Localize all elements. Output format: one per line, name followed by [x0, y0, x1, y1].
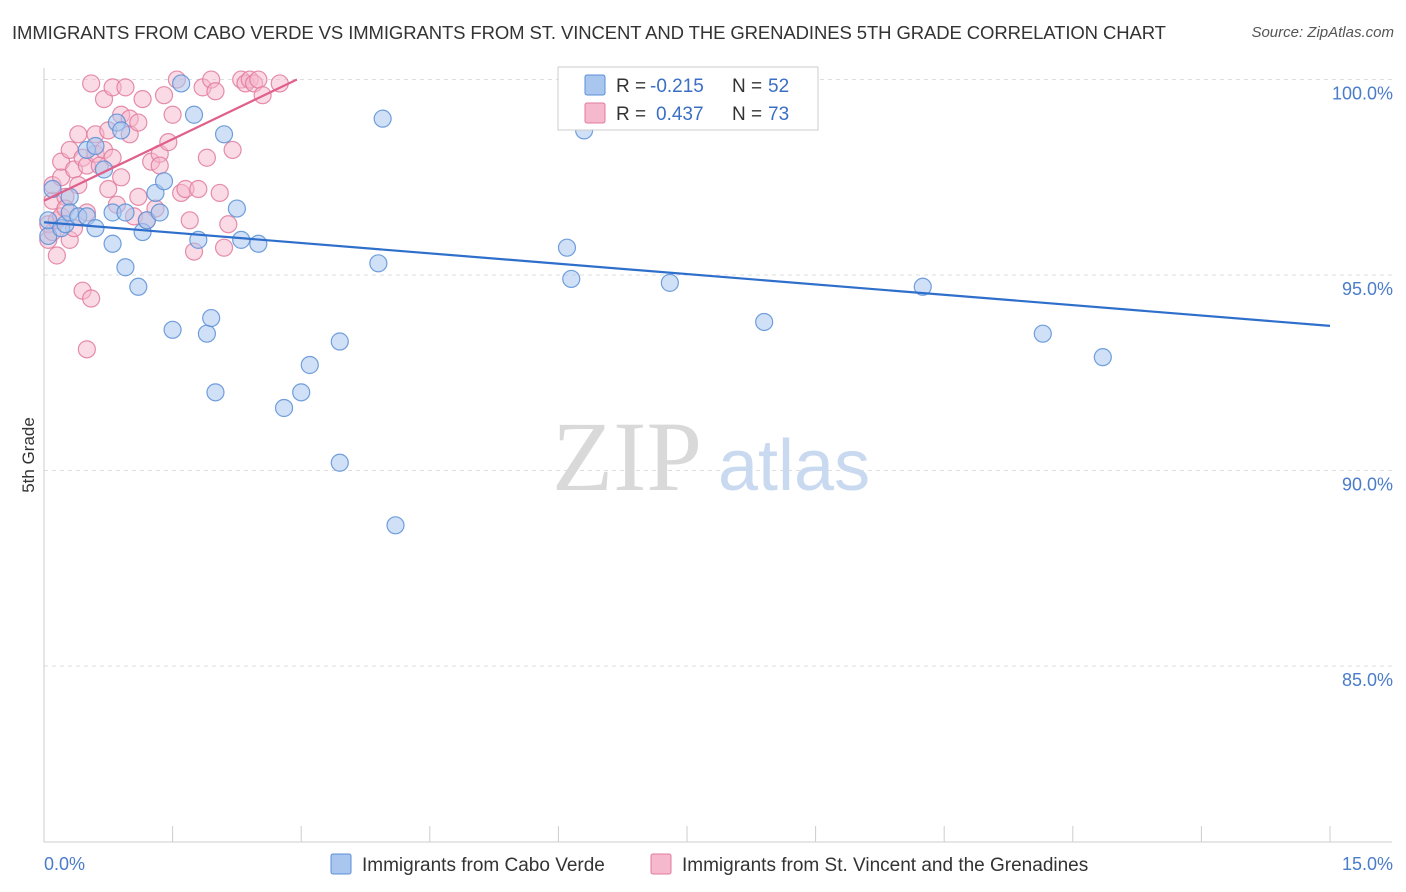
- point-cabo-verde-44: [557, 238, 577, 257]
- legend-n-label-1: N =: [732, 76, 762, 97]
- point-st-vincent-5: [47, 246, 66, 265]
- y-tick-label-0: 85.0%: [1342, 670, 1393, 690]
- x-tick-label-max: 15.0%: [1342, 854, 1393, 874]
- y-axis-label: 5th Grade: [19, 417, 38, 493]
- watermark: ZIP atlas: [552, 401, 870, 512]
- point-cabo-verde-34: [232, 230, 251, 249]
- point-cabo-verde-23: [150, 203, 169, 222]
- point-cabo-verde-51: [1093, 348, 1112, 367]
- series-legend-swatch-st-vincent: [650, 853, 672, 875]
- point-st-vincent-35: [112, 168, 131, 187]
- point-st-vincent-55: [180, 211, 199, 230]
- point-st-vincent-64: [219, 215, 238, 234]
- point-cabo-verde-30: [202, 308, 221, 328]
- point-st-vincent-41: [129, 187, 148, 206]
- trend-line-cabo-verde: [43, 221, 1331, 327]
- point-st-vincent-24: [82, 289, 101, 308]
- point-cabo-verde-35: [249, 234, 268, 253]
- point-cabo-verde-11: [86, 219, 105, 238]
- watermark-zip: ZIP: [552, 401, 702, 512]
- point-st-vincent-49: [154, 86, 174, 105]
- point-cabo-verde-16: [112, 121, 131, 140]
- legend-box: R = -0.215 N = 52 R = 0.437 N = 73: [557, 66, 819, 131]
- point-cabo-verde-40: [330, 453, 349, 472]
- point-st-vincent-65: [223, 140, 242, 160]
- point-cabo-verde-13: [103, 234, 122, 253]
- point-cabo-verde-41: [369, 254, 388, 273]
- point-st-vincent-43: [133, 89, 152, 109]
- x-tick-labels: 0.0% 15.0%: [44, 854, 1393, 874]
- y-tick-label-2: 95.0%: [1342, 279, 1393, 299]
- point-st-vincent-23: [82, 74, 101, 93]
- point-cabo-verde-25: [163, 320, 182, 339]
- point-st-vincent-57: [189, 179, 208, 199]
- point-st-vincent-62: [210, 183, 229, 203]
- series-legend-swatch-cabo-verde: [330, 853, 352, 875]
- point-cabo-verde-47: [660, 273, 679, 292]
- point-cabo-verde-26: [172, 74, 191, 93]
- axes: [43, 68, 1392, 843]
- point-cabo-verde-29: [197, 324, 216, 343]
- legend-swatch-cabo-verde: [584, 74, 606, 96]
- point-cabo-verde-42: [373, 109, 392, 128]
- legend-swatch-st-vincent: [584, 102, 606, 124]
- point-cabo-verde-24: [154, 172, 174, 191]
- point-cabo-verde-19: [129, 277, 148, 296]
- point-st-vincent-42: [129, 113, 148, 132]
- legend-r-label-1: R =: [616, 76, 646, 97]
- point-st-vincent-22: [77, 340, 96, 359]
- point-cabo-verde-10: [86, 136, 105, 156]
- point-cabo-verde-45: [562, 269, 581, 289]
- y-tick-label-3: 100.0%: [1332, 84, 1393, 104]
- trend-lines: [43, 78, 1331, 327]
- point-cabo-verde-18: [116, 258, 135, 277]
- point-st-vincent-30: [99, 179, 118, 199]
- y-tick-label-1: 90.0%: [1342, 475, 1393, 495]
- trend-line-st-vincent: [43, 78, 298, 202]
- point-cabo-verde-49: [913, 277, 932, 296]
- point-st-vincent-63: [214, 238, 234, 257]
- series-legend: Immigrants from Cabo Verde Immigrants fr…: [330, 853, 1088, 876]
- point-cabo-verde-32: [214, 125, 234, 144]
- point-cabo-verde-17: [116, 203, 135, 222]
- point-cabo-verde-48: [755, 312, 774, 332]
- point-cabo-verde-27: [184, 105, 204, 124]
- watermark-atlas: atlas: [718, 426, 870, 506]
- point-st-vincent-70: [249, 70, 268, 89]
- point-st-vincent-61: [206, 82, 225, 101]
- point-st-vincent-48: [150, 156, 169, 175]
- y-tick-labels: 85.0% 90.0% 95.0% 100.0%: [1332, 84, 1393, 690]
- point-st-vincent-51: [163, 105, 182, 124]
- point-st-vincent-59: [197, 148, 216, 167]
- series-legend-label-cabo-verde: Immigrants from Cabo Verde: [362, 855, 605, 876]
- point-cabo-verde-37: [292, 383, 311, 402]
- point-cabo-verde-50: [1033, 324, 1052, 343]
- legend-n-value-1: 52: [768, 76, 789, 97]
- point-cabo-verde-43: [386, 516, 405, 535]
- point-cabo-verde-36: [274, 398, 294, 418]
- legend-n-value-2: 73: [768, 104, 789, 125]
- grid-lines: [44, 79, 1392, 667]
- legend-n-label-2: N =: [732, 104, 762, 125]
- x-tick-label-min: 0.0%: [44, 854, 85, 874]
- point-cabo-verde-33: [227, 199, 246, 218]
- point-cabo-verde-38: [300, 355, 319, 375]
- chart-source: Source: ZipAtlas.com: [1251, 24, 1394, 41]
- point-st-vincent-17: [69, 125, 88, 144]
- legend-r-value-2: 0.437: [656, 104, 704, 125]
- series-legend-label-st-vincent: Immigrants from St. Vincent and the Gren…: [682, 855, 1088, 876]
- point-st-vincent-37: [116, 78, 135, 97]
- point-cabo-verde-39: [330, 332, 349, 351]
- legend-r-label-2: R =: [616, 104, 646, 125]
- chart-title: IMMIGRANTS FROM CABO VERDE VS IMMIGRANTS…: [12, 22, 1166, 43]
- point-cabo-verde-31: [206, 383, 225, 402]
- legend-r-value-1: -0.215: [650, 76, 704, 97]
